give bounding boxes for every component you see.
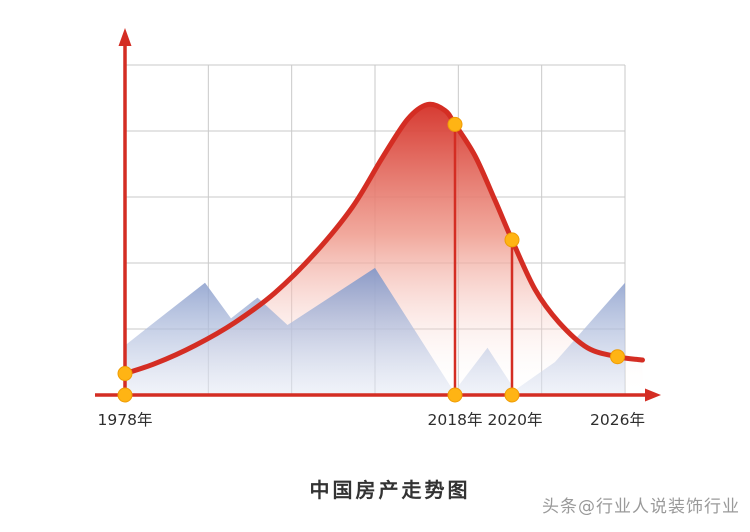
trend-curve-line (122, 101, 645, 377)
chart-title: 中国房产走势图 (309, 478, 471, 502)
marker-vlines (453, 124, 514, 395)
y-axis-arrow-icon (118, 28, 132, 46)
data-point-dot (504, 232, 520, 248)
data-point-dot (610, 349, 625, 365)
marker-dots (117, 116, 625, 403)
data-point-dot (447, 116, 463, 132)
watermark-text: 头条@行业人说装饰行业 (542, 497, 740, 517)
x-tick-label: 2026年 (590, 411, 645, 429)
data-point-dot (117, 387, 133, 403)
x-axis-arrow-icon (645, 388, 661, 402)
x-tick-label: 2018年 (427, 411, 483, 429)
mountain-area (125, 267, 625, 395)
x-tick-label: 1978年 (97, 411, 153, 429)
x-tick-label: 2020年 (487, 411, 543, 429)
data-point-dot (117, 366, 133, 382)
data-point-dot (504, 387, 520, 403)
data-point-dot (447, 387, 463, 403)
axes (95, 28, 661, 402)
